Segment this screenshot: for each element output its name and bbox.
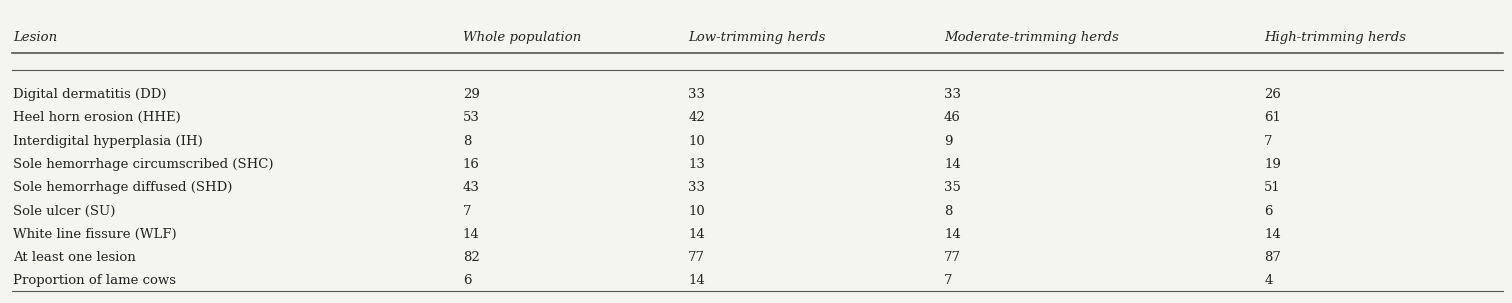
Text: 6: 6 (1264, 205, 1273, 218)
Text: 43: 43 (463, 181, 479, 194)
Text: 46: 46 (943, 112, 960, 125)
Text: 82: 82 (463, 251, 479, 264)
Text: Interdigital hyperplasia (IH): Interdigital hyperplasia (IH) (14, 135, 203, 148)
Text: 19: 19 (1264, 158, 1281, 171)
Text: Heel horn erosion (HHE): Heel horn erosion (HHE) (14, 112, 181, 125)
Text: Sole hemorrhage circumscribed (SHC): Sole hemorrhage circumscribed (SHC) (14, 158, 274, 171)
Text: Whole population: Whole population (463, 31, 581, 44)
Text: 14: 14 (688, 228, 705, 241)
Text: 14: 14 (1264, 228, 1281, 241)
Text: 77: 77 (688, 251, 705, 264)
Text: 14: 14 (688, 275, 705, 287)
Text: Proportion of lame cows: Proportion of lame cows (14, 275, 177, 287)
Text: Digital dermatitis (DD): Digital dermatitis (DD) (14, 88, 166, 101)
Text: Sole ulcer (SU): Sole ulcer (SU) (14, 205, 115, 218)
Text: 61: 61 (1264, 112, 1281, 125)
Text: 33: 33 (688, 88, 705, 101)
Text: Sole hemorrhage diffused (SHD): Sole hemorrhage diffused (SHD) (14, 181, 233, 194)
Text: High-trimming herds: High-trimming herds (1264, 31, 1406, 44)
Text: 14: 14 (943, 228, 960, 241)
Text: 10: 10 (688, 135, 705, 148)
Text: 26: 26 (1264, 88, 1281, 101)
Text: Lesion: Lesion (14, 31, 57, 44)
Text: 16: 16 (463, 158, 479, 171)
Text: 53: 53 (463, 112, 479, 125)
Text: 14: 14 (943, 158, 960, 171)
Text: 33: 33 (688, 181, 705, 194)
Text: 8: 8 (463, 135, 472, 148)
Text: 42: 42 (688, 112, 705, 125)
Text: 7: 7 (1264, 135, 1273, 148)
Text: 77: 77 (943, 251, 962, 264)
Text: 35: 35 (943, 181, 960, 194)
Text: 6: 6 (463, 275, 472, 287)
Text: 9: 9 (943, 135, 953, 148)
Text: 13: 13 (688, 158, 705, 171)
Text: 7: 7 (463, 205, 472, 218)
Text: 4: 4 (1264, 275, 1273, 287)
Text: 7: 7 (943, 275, 953, 287)
Text: Moderate-trimming herds: Moderate-trimming herds (943, 31, 1119, 44)
Text: 10: 10 (688, 205, 705, 218)
Text: 29: 29 (463, 88, 479, 101)
Text: At least one lesion: At least one lesion (14, 251, 136, 264)
Text: 51: 51 (1264, 181, 1281, 194)
Text: White line fissure (WLF): White line fissure (WLF) (14, 228, 177, 241)
Text: Low-trimming herds: Low-trimming herds (688, 31, 826, 44)
Text: 8: 8 (943, 205, 953, 218)
Text: 14: 14 (463, 228, 479, 241)
Text: 33: 33 (943, 88, 962, 101)
Text: 87: 87 (1264, 251, 1281, 264)
